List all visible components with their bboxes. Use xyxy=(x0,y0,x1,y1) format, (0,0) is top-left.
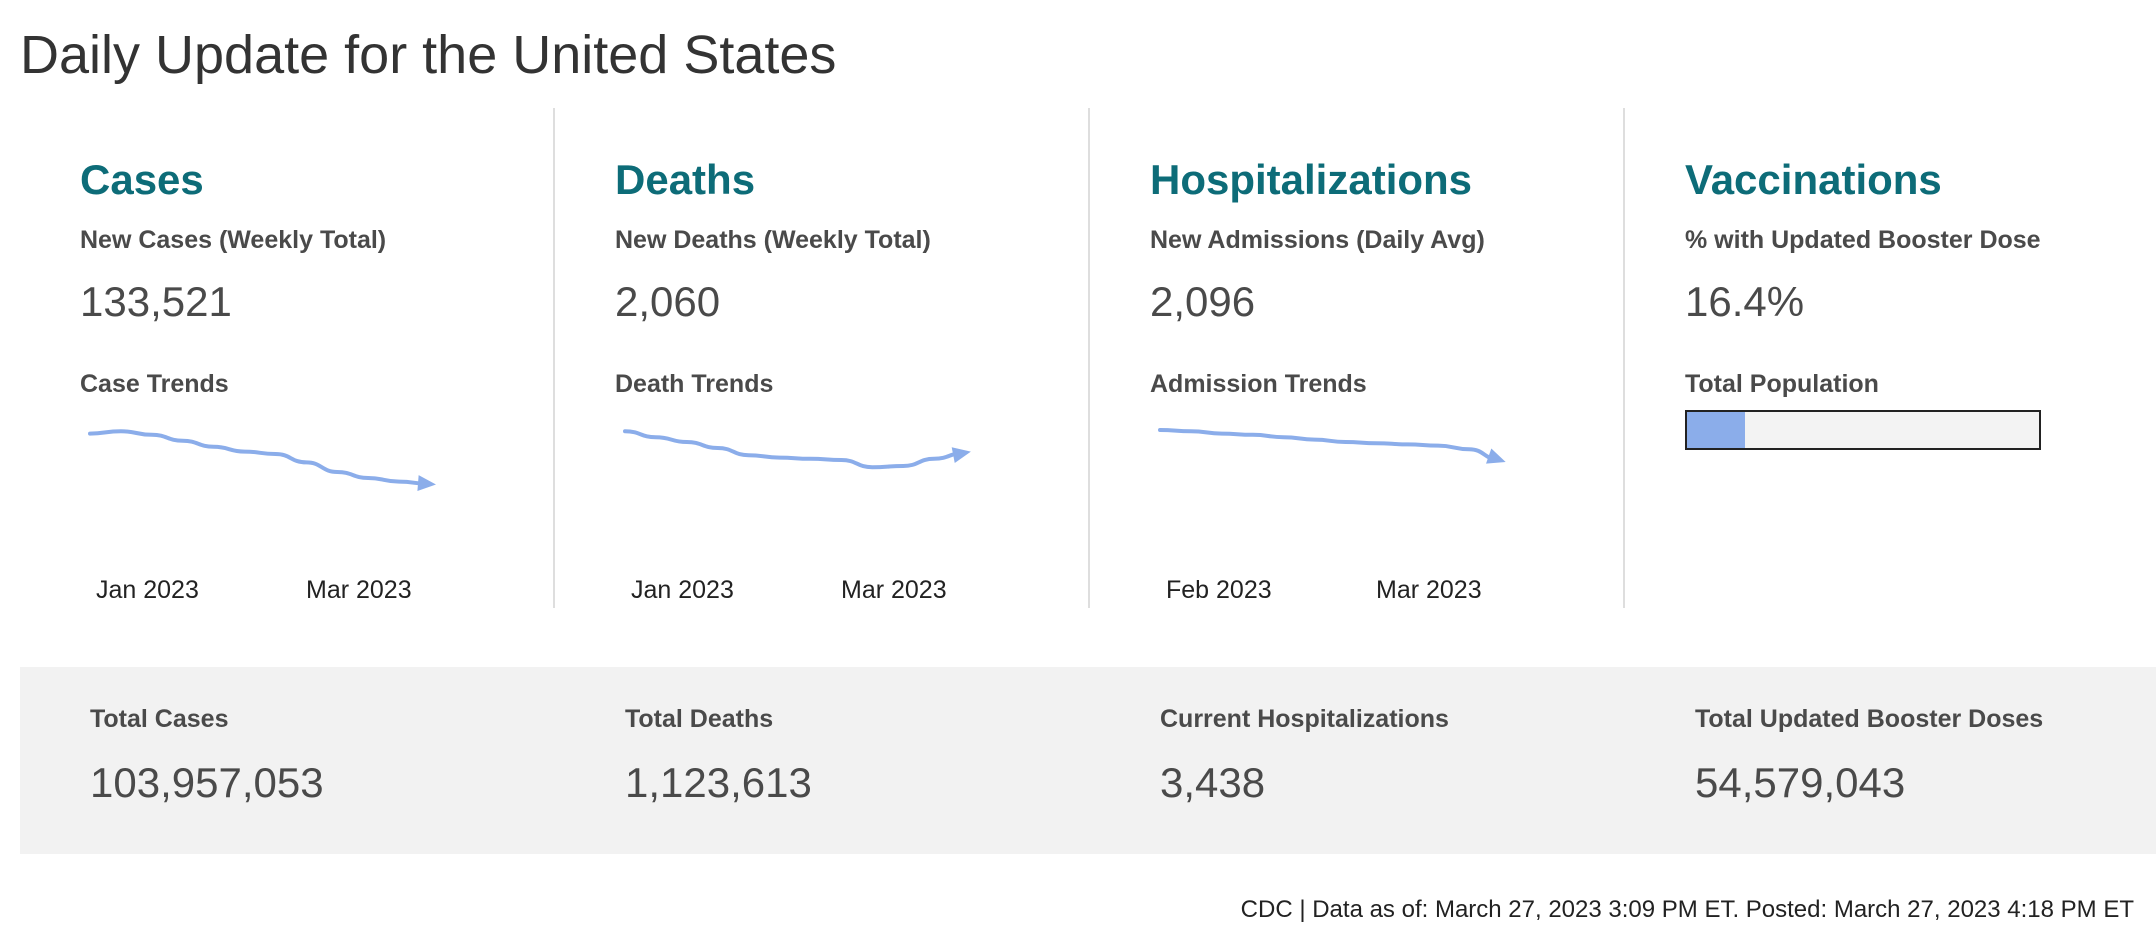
deaths-axis-end-label: Mar 2023 xyxy=(841,576,947,604)
cases-trend-label: Case Trends xyxy=(80,370,229,398)
cases-panel: Cases New Cases (Weekly Total) 133,521 C… xyxy=(20,108,554,608)
booster-progress-bar xyxy=(1685,410,2041,450)
current-hospitalizations-value: 3,438 xyxy=(1160,759,1266,806)
cases-axis-start-label: Jan 2023 xyxy=(96,576,199,604)
hospitalizations-trend-label: Admission Trends xyxy=(1150,370,1367,398)
total-cases-label: Total Cases xyxy=(90,705,229,733)
page-title: Daily Update for the United States xyxy=(20,25,837,85)
current-hospitalizations-label: Current Hospitalizations xyxy=(1160,705,1449,733)
cases-metric-value: 133,521 xyxy=(80,278,232,325)
total-booster-doses-label: Total Updated Booster Doses xyxy=(1695,705,2044,733)
panel-divider xyxy=(1623,108,1625,608)
cases-axis-end-label: Mar 2023 xyxy=(306,576,412,604)
cases-metric-label: New Cases (Weekly Total) xyxy=(80,226,387,254)
hospitalizations-heading[interactable]: Hospitalizations xyxy=(1150,156,1473,203)
deaths-trend-sparkline xyxy=(623,429,971,470)
deaths-trend-label: Death Trends xyxy=(615,370,774,398)
totals-band: Total Cases 103,957,053 Total Deaths 1,1… xyxy=(20,667,2156,854)
trend-arrow-up-icon xyxy=(951,447,971,463)
total-booster-doses-block: Total Updated Booster Doses 54,579,043 xyxy=(1625,667,2145,854)
total-cases-block: Total Cases 103,957,053 xyxy=(20,667,540,854)
total-booster-doses-value: 54,579,043 xyxy=(1695,759,1906,806)
trend-line xyxy=(1158,428,1502,462)
vaccinations-heading[interactable]: Vaccinations xyxy=(1685,156,1942,203)
hospitalizations-axis-end-label: Mar 2023 xyxy=(1376,576,1482,604)
vaccinations-metric-value: 16.4% xyxy=(1685,278,1805,325)
vaccinations-panel: Vaccinations % with Updated Booster Dose… xyxy=(1625,108,2156,608)
total-cases-value: 103,957,053 xyxy=(90,759,324,806)
deaths-axis-start-label: Jan 2023 xyxy=(631,576,734,604)
vaccinations-metric-label: % with Updated Booster Dose xyxy=(1685,226,2041,254)
hospitalizations-metric-label: New Admissions (Daily Avg) xyxy=(1150,226,1485,254)
panel-divider xyxy=(1088,108,1090,608)
trend-arrow-down-icon xyxy=(1486,448,1506,464)
deaths-heading[interactable]: Deaths xyxy=(615,156,756,203)
cases-trend-sparkline xyxy=(88,429,436,492)
total-deaths-block: Total Deaths 1,123,613 xyxy=(555,667,1075,854)
hospitalizations-trend-sparkline xyxy=(1158,428,1506,464)
deaths-metric-label: New Deaths (Weekly Total) xyxy=(615,226,931,254)
trend-arrow-down-icon xyxy=(417,475,436,492)
deaths-metric-value: 2,060 xyxy=(615,278,721,325)
hospitalizations-panel: Hospitalizations New Admissions (Daily A… xyxy=(1090,108,1624,608)
total-population-label: Total Population xyxy=(1685,370,1879,398)
trend-line xyxy=(623,429,967,470)
hospitalizations-metric-value: 2,096 xyxy=(1150,278,1256,325)
trend-line xyxy=(88,429,432,486)
current-hospitalizations-block: Current Hospitalizations 3,438 xyxy=(1090,667,1610,854)
data-timestamp-note: CDC | Data as of: March 27, 2023 3:09 PM… xyxy=(1240,896,2134,923)
booster-progress-fill xyxy=(1687,412,1745,448)
panel-divider xyxy=(553,108,555,608)
cases-heading[interactable]: Cases xyxy=(80,156,204,203)
deaths-panel: Deaths New Deaths (Weekly Total) 2,060 D… xyxy=(555,108,1089,608)
total-deaths-label: Total Deaths xyxy=(625,705,774,733)
hospitalizations-axis-start-label: Feb 2023 xyxy=(1166,576,1272,604)
total-deaths-value: 1,123,613 xyxy=(625,759,812,806)
